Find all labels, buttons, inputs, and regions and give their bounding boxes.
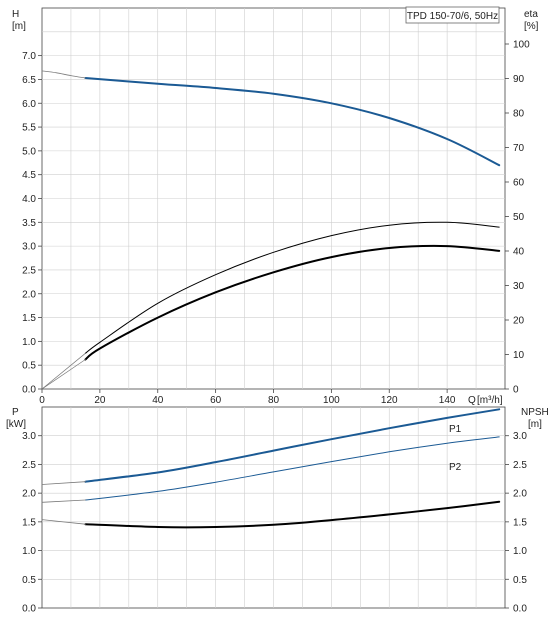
p-axis-tick-label: 3.0 <box>22 431 36 442</box>
npsh-axis-tick-label: 3.0 <box>513 431 527 442</box>
h-axis-tick-label: 7.0 <box>22 51 36 62</box>
q-axis-tick-label: 100 <box>323 395 340 406</box>
bottom-panel-grid <box>41 406 506 609</box>
chart-title: TPD 150-70/6, 50Hz <box>407 11 498 22</box>
bottom-curve-p1 <box>84 408 501 483</box>
top-curve-eta-ext-a <box>41 352 86 390</box>
h-axis-tick-label: 0.5 <box>22 361 36 372</box>
npsh-axis-tick-label: 1.0 <box>513 546 527 557</box>
eta-axis-tick-label: 30 <box>513 281 525 292</box>
p-axis-unit: [kW] <box>6 419 26 430</box>
top-curve-eta-lower <box>84 244 501 361</box>
npsh-axis-tick-label: 2.0 <box>513 489 527 500</box>
h-axis-tick-label: 1.0 <box>22 337 36 348</box>
h-axis-tick-label: 1.5 <box>22 313 36 324</box>
bottom-curve-npsh <box>84 500 501 529</box>
npsh-axis-name: NPSH <box>521 407 549 418</box>
tick-labels: 0.0 0.5 1.0 1.5 2.0 2.5 3.0 3.5 4.0 4.5 5.0 5.5 6.0 6… <box>22 40 530 615</box>
p-axis-tick-label: 2.5 <box>22 460 36 471</box>
p-axis-tick-label: 1.5 <box>22 517 36 528</box>
eta-axis-tick-label: 10 <box>513 350 525 361</box>
q-axis-tick-label: 120 <box>381 395 398 406</box>
eta-axis-tick-label: 40 <box>513 247 525 258</box>
npsh-axis-tick-label: 0.0 <box>513 604 527 615</box>
q-axis-name: Q <box>468 395 476 406</box>
h-axis-tick-label: 3.0 <box>22 242 36 253</box>
q-axis-tick-label: 40 <box>152 395 164 406</box>
top-curve-eta-upper <box>84 221 500 354</box>
p-axis-tick-label: 2.0 <box>22 489 36 500</box>
eta-axis-tick-label: 60 <box>513 178 525 189</box>
top-curve-h-ext <box>41 70 86 79</box>
h-axis-tick-label: 4.5 <box>22 170 36 181</box>
top-panel-grid <box>41 7 506 390</box>
q-axis-tick-label: 140 <box>439 395 456 406</box>
title-box <box>405 6 500 24</box>
eta-axis-tick-label: 0 <box>513 385 519 396</box>
h-axis-tick-label: 3.5 <box>22 218 36 229</box>
q-axis-unit: [m³/h] <box>477 395 503 406</box>
p-axis-tick-label: 0.5 <box>22 575 36 586</box>
bottom-curve-p2 <box>84 436 500 501</box>
p-axis-tick-label: 0.0 <box>22 604 36 615</box>
top-curve-h <box>84 77 501 167</box>
npsh-axis-tick-label: 1.5 <box>513 517 527 528</box>
bottom-curve-p2-ext <box>41 499 86 503</box>
npsh-axis-tick-label: 2.5 <box>513 460 527 471</box>
h-axis-tick-label: 4.0 <box>22 194 36 205</box>
npsh-axis-unit: [m] <box>528 419 542 430</box>
p2-curve-label: P2 <box>449 462 462 473</box>
eta-axis-tick-label: 20 <box>513 316 525 327</box>
bottom-curve-p1-ext <box>41 481 86 485</box>
eta-axis-tick-label: 70 <box>513 143 525 154</box>
q-axis-tick-label: 0 <box>39 395 45 406</box>
npsh-axis-tick-label: 0.5 <box>513 575 527 586</box>
eta-axis-tick-label: 80 <box>513 109 525 120</box>
eta-axis-tick-label: 90 <box>513 74 525 85</box>
h-axis-tick-label: 2.5 <box>22 265 36 276</box>
eta-axis-tick-label: 50 <box>513 212 525 223</box>
h-axis-tick-label: 0.0 <box>22 385 36 396</box>
p-axis-tick-label: 1.0 <box>22 546 36 557</box>
eta-axis-tick-label: 100 <box>513 40 530 51</box>
h-axis-tick-label: 2.0 <box>22 289 36 300</box>
curves <box>41 70 501 529</box>
h-axis-tick-label: 6.0 <box>22 99 36 110</box>
top-curve-eta-ext-b <box>41 359 86 390</box>
h-axis-name: H <box>12 9 19 20</box>
h-axis-tick-label: 6.5 <box>22 75 36 86</box>
p-axis-name: P <box>12 407 19 418</box>
h-axis-unit: [m] <box>12 21 26 32</box>
eta-axis-name: eta <box>524 9 538 20</box>
h-axis-tick-label: 5.0 <box>22 146 36 157</box>
q-axis-tick-label: 80 <box>268 395 280 406</box>
q-axis-tick-label: 60 <box>210 395 222 406</box>
p1-curve-label: P1 <box>449 424 462 435</box>
q-axis-tick-label: 20 <box>94 395 106 406</box>
eta-axis-unit: [%] <box>524 21 539 32</box>
h-axis-tick-label: 5.5 <box>22 123 36 134</box>
bottom-curve-npsh-ext <box>41 519 86 525</box>
